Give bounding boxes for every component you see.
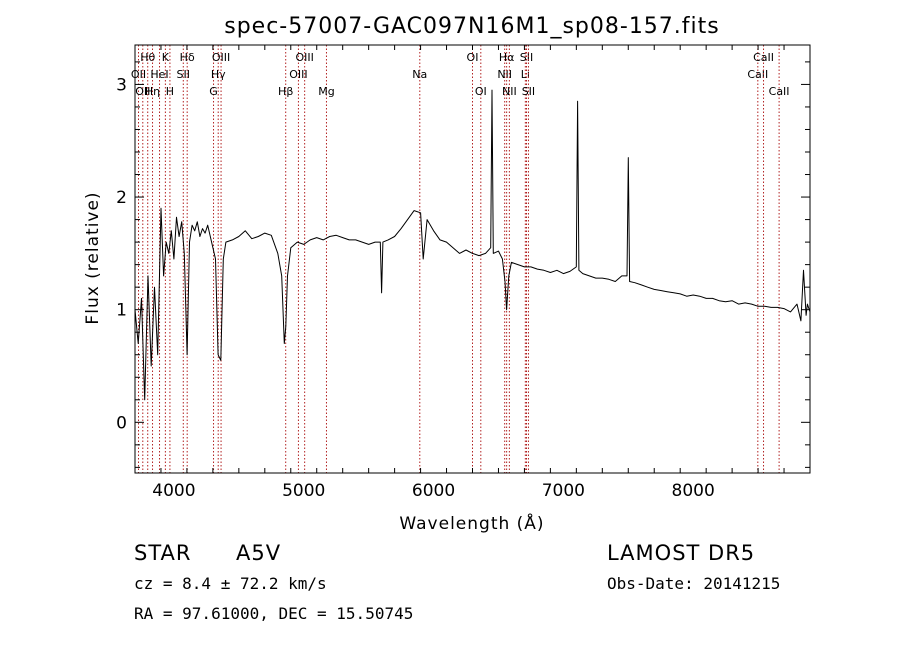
line-label: CaII [769,85,790,98]
observation-date: Obs-Date: 20141215 [607,574,781,593]
y-tick-label: 3 [116,75,127,95]
y-tick-label: 0 [116,413,127,433]
line-label: SII [520,51,533,64]
line-label: Li [521,68,530,81]
line-label: Hη [145,85,160,98]
y-axis-ticks: 0 1 2 3 [116,61,810,468]
line-label: Hγ [211,68,226,81]
line-label: OI [467,51,479,64]
line-label: HeI [150,68,168,81]
line-label: OIII [295,51,313,64]
line-label: Na [412,68,427,81]
line-label: OI [475,85,487,98]
line-label: H [166,85,174,98]
line-label: G [209,85,218,98]
y-tick-label: 1 [116,301,127,321]
survey-name: LAMOST DR5 [607,541,756,565]
line-label: CaII [747,68,768,81]
x-tick-label: 5000 [282,481,325,501]
coordinates-info: RA = 97.61000, DEC = 15.50745 [134,604,414,623]
x-tick-label: 4000 [152,481,195,501]
x-axis-label: Wavelength (Å) [399,512,544,534]
line-label: OII [135,85,150,98]
line-label: Hβ [278,85,293,98]
x-tick-label: 8000 [672,481,715,501]
line-label: Hδ [180,51,195,64]
x-tick-label: 6000 [412,481,455,501]
line-label: Hθ [140,51,155,64]
spectral-line-markers: OIIOIIHθHηHeIKHSIIHδGHγOIIIHβOIIIOIIIMgN… [131,45,790,473]
line-label: SII [522,85,535,98]
line-label: K [162,51,170,64]
line-label: SII [177,68,190,81]
y-tick-label: 2 [116,188,127,208]
line-label: CaII [753,51,774,64]
line-label: Hα [499,51,515,64]
x-axis-ticks: 4000 5000 6000 7000 8000 [134,45,811,501]
spectrum-line [134,89,811,401]
line-label: NII [497,68,512,81]
redshift-info: cz = 8.4 ± 72.2 km/s [134,574,327,593]
x-tick-label: 7000 [542,481,585,501]
spectrum-series [134,89,811,401]
y-axis-label: Flux (relative) [83,191,103,324]
line-label: Mg [318,85,334,98]
line-label: OIII [212,51,230,64]
line-label: OIII [289,68,307,81]
line-label: NII [502,85,517,98]
object-type: STAR [134,541,192,565]
chart-title: spec-57007-GAC097N16M1_sp08-157.fits [224,14,720,39]
line-label: OII [131,68,146,81]
spectral-subclass: A5V [236,541,282,565]
